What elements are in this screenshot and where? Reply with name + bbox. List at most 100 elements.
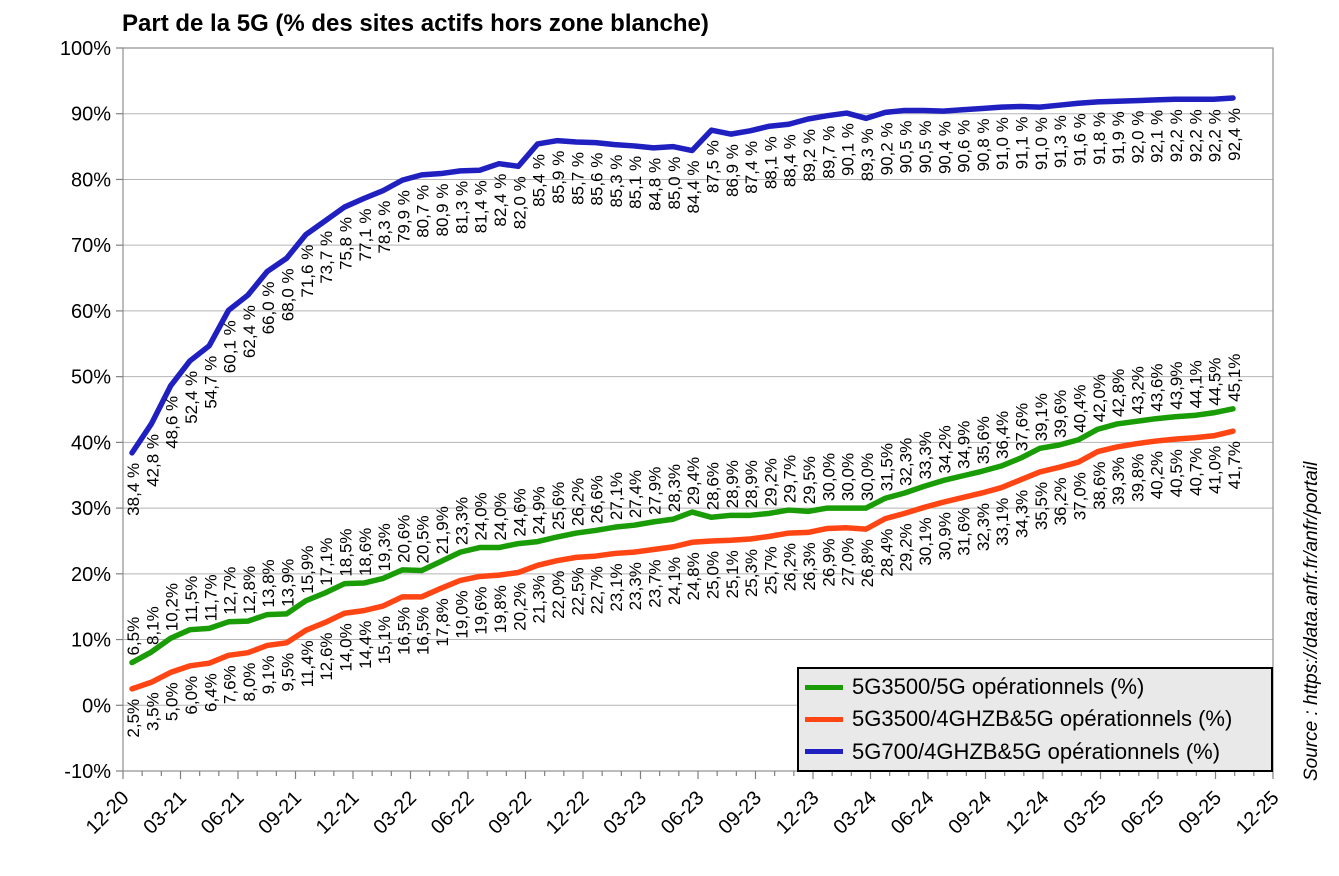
data-label: 34,9% (955, 421, 974, 469)
data-label: 28,9% (742, 460, 761, 508)
data-label: 30,0% (819, 453, 838, 501)
data-label: 13,9% (279, 559, 298, 607)
data-label: 22,7% (588, 566, 607, 614)
data-label: 37,0% (1070, 472, 1089, 520)
data-label: 26,9% (819, 538, 838, 586)
data-label: 60,1 % (221, 320, 240, 373)
data-label: 24,1% (665, 557, 684, 605)
series-line-1 (129, 428, 1236, 692)
data-label: 19,0% (452, 590, 471, 638)
data-label: 23,3% (452, 497, 471, 545)
y-tick-label: 0% (82, 695, 111, 717)
data-label: 24,0% (491, 492, 510, 540)
chart-title: Part de la 5G (% des sites actifs hors z… (122, 10, 709, 37)
data-label: 38,6% (1090, 462, 1109, 510)
data-label: 40,5% (1167, 449, 1186, 497)
legend-item-5g3500-5g: 5G3500/5G opérationnels (%) (805, 676, 1265, 698)
data-label: 43,2% (1128, 366, 1147, 414)
data-label: 42,0% (1090, 374, 1109, 422)
data-label: 26,2% (781, 543, 800, 591)
data-label: 44,1% (1186, 360, 1205, 408)
data-label: 14,0% (336, 623, 355, 671)
data-label: 85,7 % (568, 152, 587, 205)
x-tick-label: 12-22 (542, 787, 594, 839)
data-label: 39,1% (1032, 393, 1051, 441)
data-label: 78,3 % (375, 201, 394, 254)
data-label: 90,5 % (897, 120, 916, 173)
data-label: 30,1% (916, 517, 935, 565)
data-label: 19,8% (491, 585, 510, 633)
data-label: 91,0 % (993, 117, 1012, 170)
data-label: 85,4 % (530, 154, 549, 207)
data-label: 40,7% (1186, 448, 1205, 496)
data-label: 5,0% (163, 682, 182, 721)
data-label: 66,0 % (259, 281, 278, 334)
data-label: 24,0% (472, 492, 491, 540)
data-label: 91,1 % (1013, 116, 1032, 169)
data-label: 88,1 % (761, 136, 780, 189)
data-label: 85,0 % (665, 157, 684, 210)
x-tick-label: 09-23 (714, 787, 766, 839)
data-label: 41,7% (1225, 441, 1244, 489)
data-label: 73,7 % (317, 231, 336, 284)
y-tick-label: 80% (71, 169, 111, 191)
data-label: 24,9% (530, 486, 549, 534)
data-label: 26,8% (858, 539, 877, 587)
data-label: 6,4% (201, 673, 220, 712)
data-label: 16,5% (394, 607, 413, 655)
y-tick-label: -10% (64, 761, 111, 783)
data-label: 43,6% (1148, 363, 1167, 411)
legend-label: 5G700/4GHZB&5G opérationnels (%) (852, 738, 1221, 764)
data-label: 25,6% (549, 482, 568, 530)
data-label: 27,9% (646, 467, 665, 515)
data-label: 16,5% (414, 607, 433, 655)
data-label: 17,1% (317, 538, 336, 586)
data-label: 45,1% (1225, 354, 1244, 402)
x-tick-label: 09-22 (484, 787, 536, 839)
data-label: 84,8 % (646, 158, 665, 211)
data-label: 82,0 % (510, 176, 529, 229)
data-label: 90,5 % (916, 120, 935, 173)
x-tick-label: 03-25 (1059, 787, 1111, 839)
data-label: 87,4 % (742, 141, 761, 194)
data-label: 89,3 % (858, 128, 877, 181)
legend-item-5g3500-4ghzb5g: 5G3500/4GHZB&5G opérationnels (%) (805, 708, 1265, 730)
data-label: 7,6% (221, 665, 240, 704)
legend-label: 5G3500/5G opérationnels (%) (852, 674, 1145, 700)
x-tick-label: 06-23 (657, 787, 709, 839)
y-tick-label: 90% (71, 104, 111, 126)
data-label: 32,3% (974, 503, 993, 551)
data-label: 90,2 % (877, 122, 896, 175)
y-tick-label: 100% (60, 38, 111, 60)
x-tick-label: 06-25 (1117, 787, 1169, 839)
x-tick-label: 09-21 (254, 787, 306, 839)
data-label: 21,3% (530, 575, 549, 623)
data-label: 6,0% (182, 676, 201, 715)
legend-box: 5G3500/5G opérationnels (%) 5G3500/4GHZB… (797, 667, 1273, 772)
x-tick-label: 03-22 (369, 787, 421, 839)
data-label: 31,6% (955, 508, 974, 556)
data-label: 40,4% (1070, 385, 1089, 433)
data-label: 75,8 % (336, 217, 355, 270)
data-label: 25,0% (703, 551, 722, 599)
data-label: 20,2% (510, 583, 529, 631)
x-tick-label: 09-24 (944, 787, 996, 839)
data-label: 26,6% (588, 475, 607, 523)
legend-line-swatch-green (805, 684, 843, 690)
data-label: 11,4% (298, 640, 317, 687)
x-tick-label: 03-24 (829, 787, 881, 839)
data-label: 48,6 % (163, 396, 182, 449)
data-label: 15,1% (375, 616, 394, 664)
data-label: 3,5% (143, 692, 162, 731)
data-label: 91,8 % (1090, 112, 1109, 165)
y-tick-label: 10% (71, 630, 111, 652)
x-tick-label: 06-24 (887, 787, 939, 839)
data-label: 6,5% (124, 617, 143, 656)
data-label: 31,5% (877, 443, 896, 491)
data-label: 43,9% (1167, 362, 1186, 410)
data-label: 91,3 % (1051, 115, 1070, 168)
data-label: 92,2 % (1206, 109, 1225, 162)
data-label: 18,5% (336, 528, 355, 576)
data-label: 92,4 % (1225, 108, 1244, 161)
data-label: 42,8% (1109, 369, 1128, 417)
